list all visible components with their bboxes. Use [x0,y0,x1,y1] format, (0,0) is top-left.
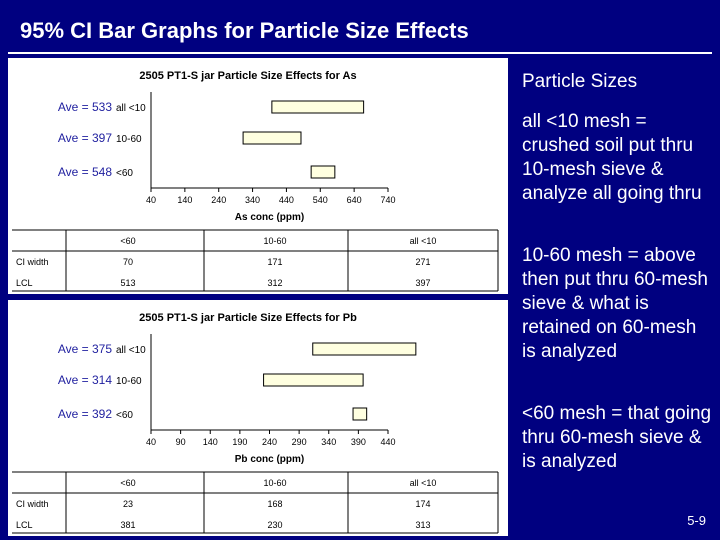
pb-category-label: <60 [116,410,133,421]
as-table-cell: 171 [267,257,282,267]
as-tick-label: 440 [279,195,294,205]
particle-sizes-heading: Particle Sizes [522,71,638,92]
as-chart: 2505 PT1-S jar Particle Size Effects for… [12,70,499,292]
pb-ci-bar [352,407,368,421]
pb-tick-label: 290 [292,437,307,447]
as-ci-bar [242,131,302,145]
pb-x-axis-label: Pb conc (ppm) [235,454,304,465]
pb-table-cell: 313 [415,520,430,530]
as-table-row-label: LCL [16,278,33,288]
page-number: 5-9 [687,513,706,528]
pb-table-header: <60 [120,478,135,488]
pb-ci-bar [263,373,364,387]
as-x-axis-label: As conc (ppm) [235,212,304,223]
pb-table-cell: 174 [415,499,430,509]
as-tick-label: 40 [146,195,156,205]
pb-chart-title: 2505 PT1-S jar Particle Size Effects for… [139,312,357,324]
paragraph-all-10: all <10 mesh = crushed soil put thru 10-… [522,111,702,204]
as-tick-label: 340 [245,195,260,205]
as-table-cell: 397 [415,278,430,288]
pb-tick-label: 440 [380,437,395,447]
pb-table-cell: 23 [123,499,133,509]
pb-tick-label: 190 [232,437,247,447]
as-tick-label: 640 [347,195,362,205]
as-table-cell: 271 [415,257,430,267]
as-ci-bar [310,165,336,179]
as-tick-label: 140 [177,195,192,205]
as-category-label: <60 [116,168,133,179]
pb-table-cell: 381 [120,520,135,530]
pb-table-row-label: CI width [16,499,49,509]
paragraph-10-60: 10-60 mesh = above then put thru 60-mesh… [522,245,708,362]
as-table-cell: 513 [120,278,135,288]
pb-tick-label: 340 [321,437,336,447]
pb-tick-label: 390 [351,437,366,447]
as-category-label: all <10 [116,103,146,114]
as-table-cell: 312 [267,278,282,288]
pb-chart-panel: 2505 PT1-S jar Particle Size Effects for… [8,300,508,536]
pb-mean-label: Ave = 392 [58,407,112,421]
as-table-header: 10-60 [263,236,286,246]
pb-table-header: all <10 [410,478,437,488]
pb-tick-label: 140 [203,437,218,447]
pb-chart: 2505 PT1-S jar Particle Size Effects for… [12,312,499,534]
as-table-cell: 70 [123,257,133,267]
as-mean-label: Ave = 548 [58,165,112,179]
as-tick-label: 540 [313,195,328,205]
pb-tick-label: 240 [262,437,277,447]
pb-table-header: 10-60 [263,478,286,488]
as-category-label: 10-60 [116,134,142,145]
paragraph-less-60: <60 mesh = that going thru 60-mesh sieve… [522,403,712,472]
pb-category-label: 10-60 [116,376,142,387]
as-chart-title: 2505 PT1-S jar Particle Size Effects for… [139,70,356,82]
pb-table-cell: 168 [267,499,282,509]
pb-mean-label: Ave = 375 [58,342,112,356]
slide-title: 95% CI Bar Graphs for Particle Size Effe… [20,18,469,43]
as-tick-label: 740 [380,195,395,205]
as-mean-label: Ave = 533 [58,100,112,114]
pb-tick-label: 40 [146,437,156,447]
as-table-header: <60 [120,236,135,246]
pb-table-row-label: LCL [16,520,33,530]
pb-tick-label: 90 [176,437,186,447]
title-divider [8,52,712,54]
as-tick-label: 240 [211,195,226,205]
as-table-row-label: CI width [16,257,49,267]
as-table-header: all <10 [410,236,437,246]
as-mean-label: Ave = 397 [58,131,112,145]
pb-category-label: all <10 [116,345,146,356]
pb-mean-label: Ave = 314 [58,373,112,387]
as-ci-bar [271,100,365,114]
pb-table-cell: 230 [267,520,282,530]
pb-ci-bar [312,342,417,356]
as-chart-panel: 2505 PT1-S jar Particle Size Effects for… [8,58,508,294]
